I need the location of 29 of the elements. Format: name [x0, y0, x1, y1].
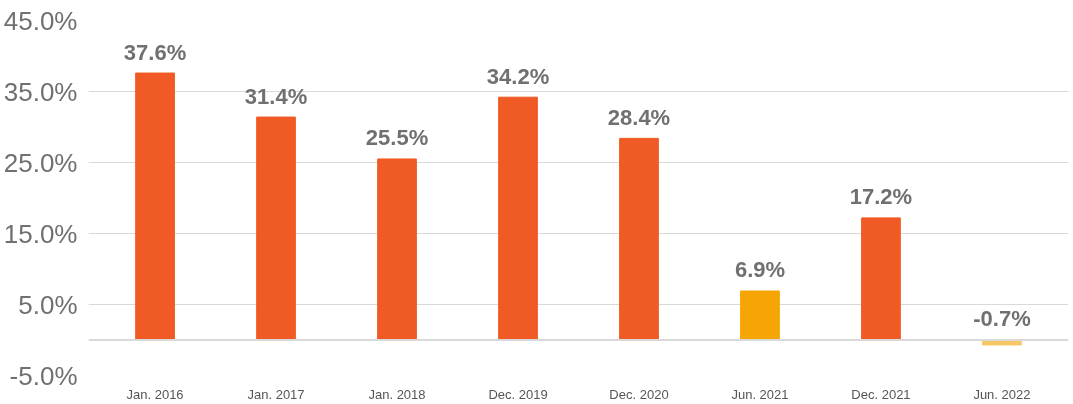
bar — [377, 158, 417, 341]
data-label: -0.7% — [973, 306, 1031, 332]
data-label: 37.6% — [123, 39, 187, 65]
y-tick-label: -5.0% — [9, 360, 78, 391]
x-tick-label: Jan. 2017 — [247, 386, 305, 402]
y-tick-label: 25.0% — [3, 147, 78, 178]
x-tick-label: Jun. 2022 — [973, 386, 1031, 402]
data-label: 31.4% — [244, 83, 308, 109]
data-label: 6.9% — [734, 257, 786, 283]
y-tick-label: 5.0% — [18, 289, 78, 320]
bar — [498, 96, 538, 341]
bar — [619, 137, 659, 341]
data-label: 28.4% — [607, 104, 671, 130]
x-tick-label: Jan. 2018 — [368, 386, 426, 402]
x-tick-label: Jan. 2016 — [126, 386, 184, 402]
x-tick-label: Dec. 2019 — [488, 386, 548, 402]
data-label: 34.2% — [486, 63, 550, 89]
y-tick-label: 15.0% — [3, 218, 78, 249]
y-tick-label: 35.0% — [3, 76, 78, 107]
x-tick-label: Dec. 2021 — [851, 386, 911, 402]
bar — [135, 72, 175, 341]
bar — [256, 116, 296, 341]
data-label: 17.2% — [849, 184, 913, 210]
data-label: 25.5% — [365, 125, 429, 151]
x-tick-label: Dec. 2020 — [609, 386, 669, 402]
y-tick-label: 45.0% — [3, 5, 78, 36]
bar — [740, 290, 780, 341]
bar — [861, 217, 901, 341]
x-tick-label: Jun. 2021 — [731, 386, 789, 402]
